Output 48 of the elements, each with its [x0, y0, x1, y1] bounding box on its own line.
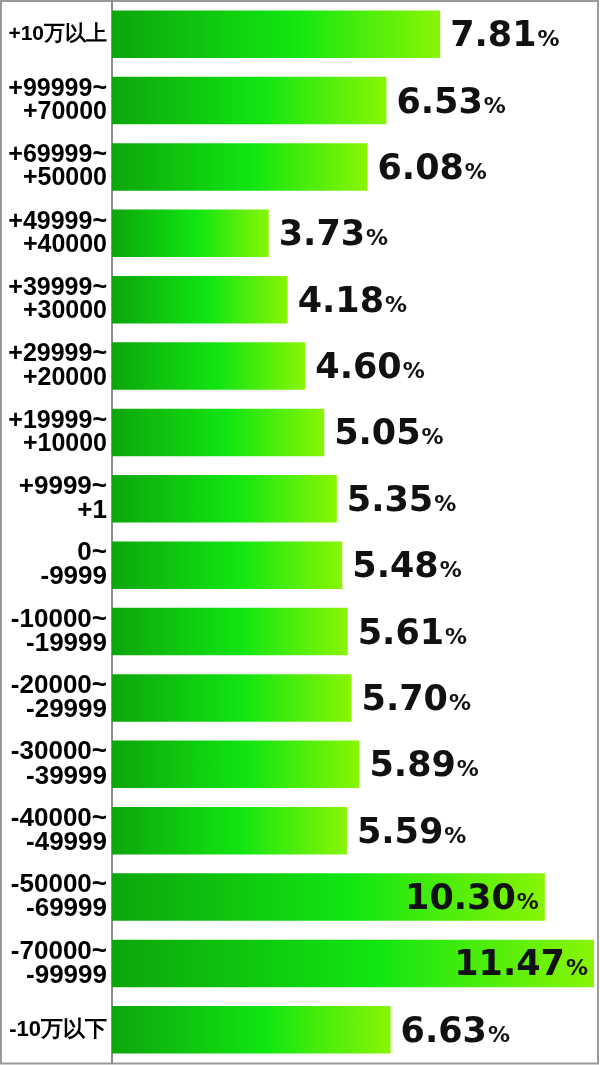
bar	[112, 1006, 391, 1054]
bar	[112, 143, 368, 191]
y-tick-label: 0~ -9999	[40, 536, 107, 591]
y-tick-label: -40000~ -49999	[10, 801, 107, 856]
y-tick-label: +19999~ +10000	[8, 404, 107, 456]
bar	[112, 806, 347, 855]
data-label: 10.30%	[405, 877, 539, 918]
data-label: 5.59%	[356, 810, 467, 851]
data-label: 4.60%	[315, 346, 425, 387]
data-label: 3.73%	[278, 213, 389, 254]
bar	[112, 541, 343, 589]
data-label: 5.61%	[357, 611, 468, 652]
y-tick-label: -10000~ -19999	[10, 602, 107, 657]
y-tick-label: +29999~ +20000	[8, 338, 107, 390]
bar	[112, 10, 441, 58]
bar	[112, 76, 387, 125]
data-label: 7.81%	[450, 14, 560, 55]
data-label: 5.70%	[361, 677, 471, 718]
y-tick-label: +99999~ +70000	[8, 72, 107, 125]
y-tick-label: -70000~ -99999	[10, 934, 107, 989]
data-label: 6.53%	[396, 80, 506, 121]
data-label: 6.63%	[400, 1009, 511, 1050]
data-label: 11.47%	[454, 943, 588, 984]
data-label: 6.08%	[377, 146, 487, 187]
data-label: 4.18%	[297, 279, 408, 320]
data-label: 5.48%	[352, 545, 462, 586]
bar	[112, 607, 348, 656]
y-tick-label: +10万以上	[8, 20, 107, 44]
y-tick-label: -50000~ -69999	[10, 868, 107, 923]
bar	[112, 939, 594, 988]
bar	[112, 209, 269, 258]
y-tick-label: +39999~ +30000	[8, 271, 107, 324]
bar	[112, 674, 352, 722]
y-tick-label: +49999~ +40000	[8, 205, 107, 257]
data-label: 5.35%	[346, 478, 457, 519]
bar	[112, 740, 360, 789]
y-tick-label: -20000~ -29999	[10, 669, 107, 724]
y-tick-label: +69999~ +50000	[8, 139, 107, 191]
bar	[112, 342, 306, 390]
bar	[112, 873, 545, 921]
data-label: 5.89%	[369, 744, 479, 785]
bar	[112, 408, 325, 457]
y-tick-label: -10万以下	[9, 1015, 107, 1041]
bar	[112, 275, 288, 324]
data-label: 5.05%	[334, 412, 444, 453]
y-tick-label: +9999~ +1	[18, 469, 107, 525]
y-tick-label: -30000~ -39999	[10, 735, 107, 790]
bar	[112, 475, 337, 523]
